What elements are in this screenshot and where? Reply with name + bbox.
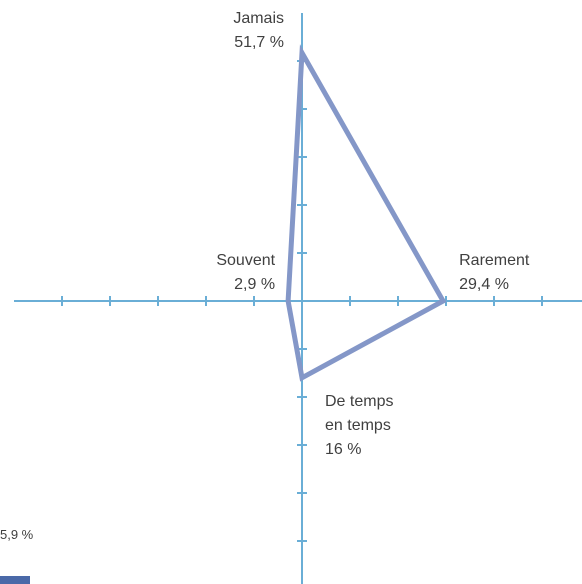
category-label: 2,9 %	[234, 276, 275, 293]
legend-marker	[0, 576, 30, 584]
chart-ticks	[61, 60, 543, 542]
category-label: Rarement	[459, 252, 530, 269]
category-label: Jamais	[233, 10, 284, 27]
category-label: en temps	[325, 417, 391, 434]
series-polygon	[285, 44, 447, 382]
category-label: 29,4 %	[459, 276, 509, 293]
category-label: De temps	[325, 393, 393, 410]
category-label: Souvent	[216, 252, 275, 269]
category-label: 16 %	[325, 441, 361, 458]
category-labels: Jamais 51,7 % Rarement 29,4 % De temps en tem…	[216, 10, 530, 458]
footnote-value: 5,9 %	[0, 527, 34, 542]
category-label: 51,7 %	[234, 34, 284, 51]
